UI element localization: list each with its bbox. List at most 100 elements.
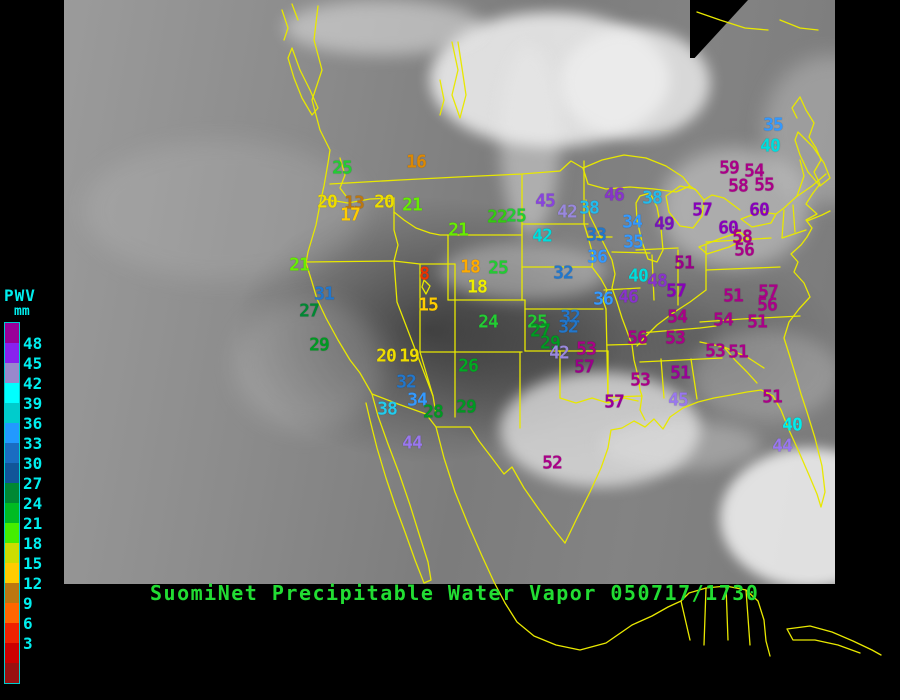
legend-swatch [5,623,19,643]
legend-label: 27 [23,474,43,493]
station-pwv-value: 32 [396,371,417,393]
state-line-wa-or [323,197,395,204]
station-pwv-value: 57 [758,281,779,303]
cloud-pacific [84,140,364,280]
station-pwv-value: 32 [560,306,581,328]
ohio-river [636,289,707,347]
state-line-ar-la [607,395,643,398]
state-line-mn-west [583,160,589,238]
station-pwv-value: 51 [747,311,768,333]
legend-label: 15 [23,554,43,573]
legend-swatch [5,583,19,603]
station-pwv-value: 57 [692,199,713,221]
station-pwv-value: 25 [506,205,527,227]
legend-label: 3 [23,634,33,653]
state-line-ia-mo [603,287,641,291]
station-pwv-value: 56 [757,294,778,316]
legend-label: 30 [23,454,43,473]
station-pwv-value: 13 [344,192,365,214]
station-pwv-value: 31 [314,283,335,305]
state-line-il-in [651,254,655,301]
station-pwv-value: 20 [317,191,338,213]
legend-swatch [5,563,19,583]
state-line-al-ga [690,358,698,400]
legend-label: 42 [23,374,43,393]
station-pwv-value: 27 [299,300,320,322]
lake-winnipeg [439,41,467,119]
state-line-or-ca [305,260,395,263]
lake-michigan [635,192,664,263]
station-pwv-value: 52 [542,452,563,474]
state-line-nc-sc [699,341,765,369]
legend-label: 6 [23,614,33,633]
vancouver-island [281,3,319,116]
legend-label: 18 [23,534,43,553]
station-pwv-value: 18 [467,276,488,298]
legend-swatch [5,443,19,463]
station-pwv-value: 38 [642,187,663,209]
florida-outline [760,379,826,508]
station-pwv-value: 51 [723,285,744,307]
legend-label: 39 [23,394,43,413]
legend-swatch [5,643,19,663]
station-pwv-value: 45 [535,190,556,212]
cloud-mass-texas [500,372,700,487]
state-line-ga-sc [723,346,758,384]
satellite-imagery [64,0,835,584]
legend-swatches [4,322,20,684]
legend-swatch [5,423,19,443]
station-pwv-value: 51 [670,362,691,384]
atlantic-coastline [783,96,822,381]
station-pwv-value: 36 [587,246,608,268]
legend-swatch [5,463,19,483]
state-line-id-west [393,197,399,262]
lake-huron [665,185,705,229]
state-line-mo-west [605,308,609,398]
cloud-mass-quebec [560,28,710,138]
station-pwv-value: 51 [762,386,783,408]
station-pwv-value: 8 [419,263,430,285]
station-pwv-value: 32 [558,316,579,338]
station-pwv-value: 57 [574,356,595,378]
legend-label: 33 [23,434,43,453]
legend-swatch [5,603,19,623]
station-pwv-value: 44 [402,432,423,454]
station-pwv-value: 42 [532,225,553,247]
station-pwv-value: 57 [666,280,687,302]
legend-swatch [5,403,19,423]
mississippi-river [597,231,646,421]
station-pwv-value: 35 [763,114,784,136]
station-pwv-value: 59 [719,157,740,179]
station-pwv-value: 54 [744,160,765,182]
station-pwv-value: 16 [406,151,427,173]
legend-swatch [5,363,19,383]
long-island [806,210,831,222]
station-pwv-value: 40 [782,414,803,436]
pacific-coastline [305,5,432,584]
station-pwv-value: 32 [553,262,574,284]
station-pwv-value: 20 [374,191,395,213]
station-pwv-value: 19 [399,345,420,367]
station-pwv-value: 51 [674,252,695,274]
station-pwv-value: 24 [478,311,499,333]
station-pwv-value: 53 [630,369,651,391]
station-pwv-value: 57 [604,391,625,413]
state-line-tn-south [639,357,723,363]
state-line-ny-pa [705,237,772,243]
station-pwv-value: 25 [488,257,509,279]
legend-swatch [5,503,19,523]
legend-unit: mm [14,304,30,319]
cloud-mass-northeast [660,148,810,268]
station-pwv-value: 60 [718,217,739,239]
station-pwv-value: 35 [623,231,644,253]
station-pwv-value: 21 [448,219,469,241]
station-pwv-value: 38 [579,197,600,219]
station-pwv-value: 51 [728,341,749,363]
gulf-coastline [564,389,762,544]
us-mexico-border [371,393,566,544]
station-pwv-value: 54 [713,309,734,331]
station-pwv-value: 34 [622,211,643,233]
legend-swatch [5,543,19,563]
